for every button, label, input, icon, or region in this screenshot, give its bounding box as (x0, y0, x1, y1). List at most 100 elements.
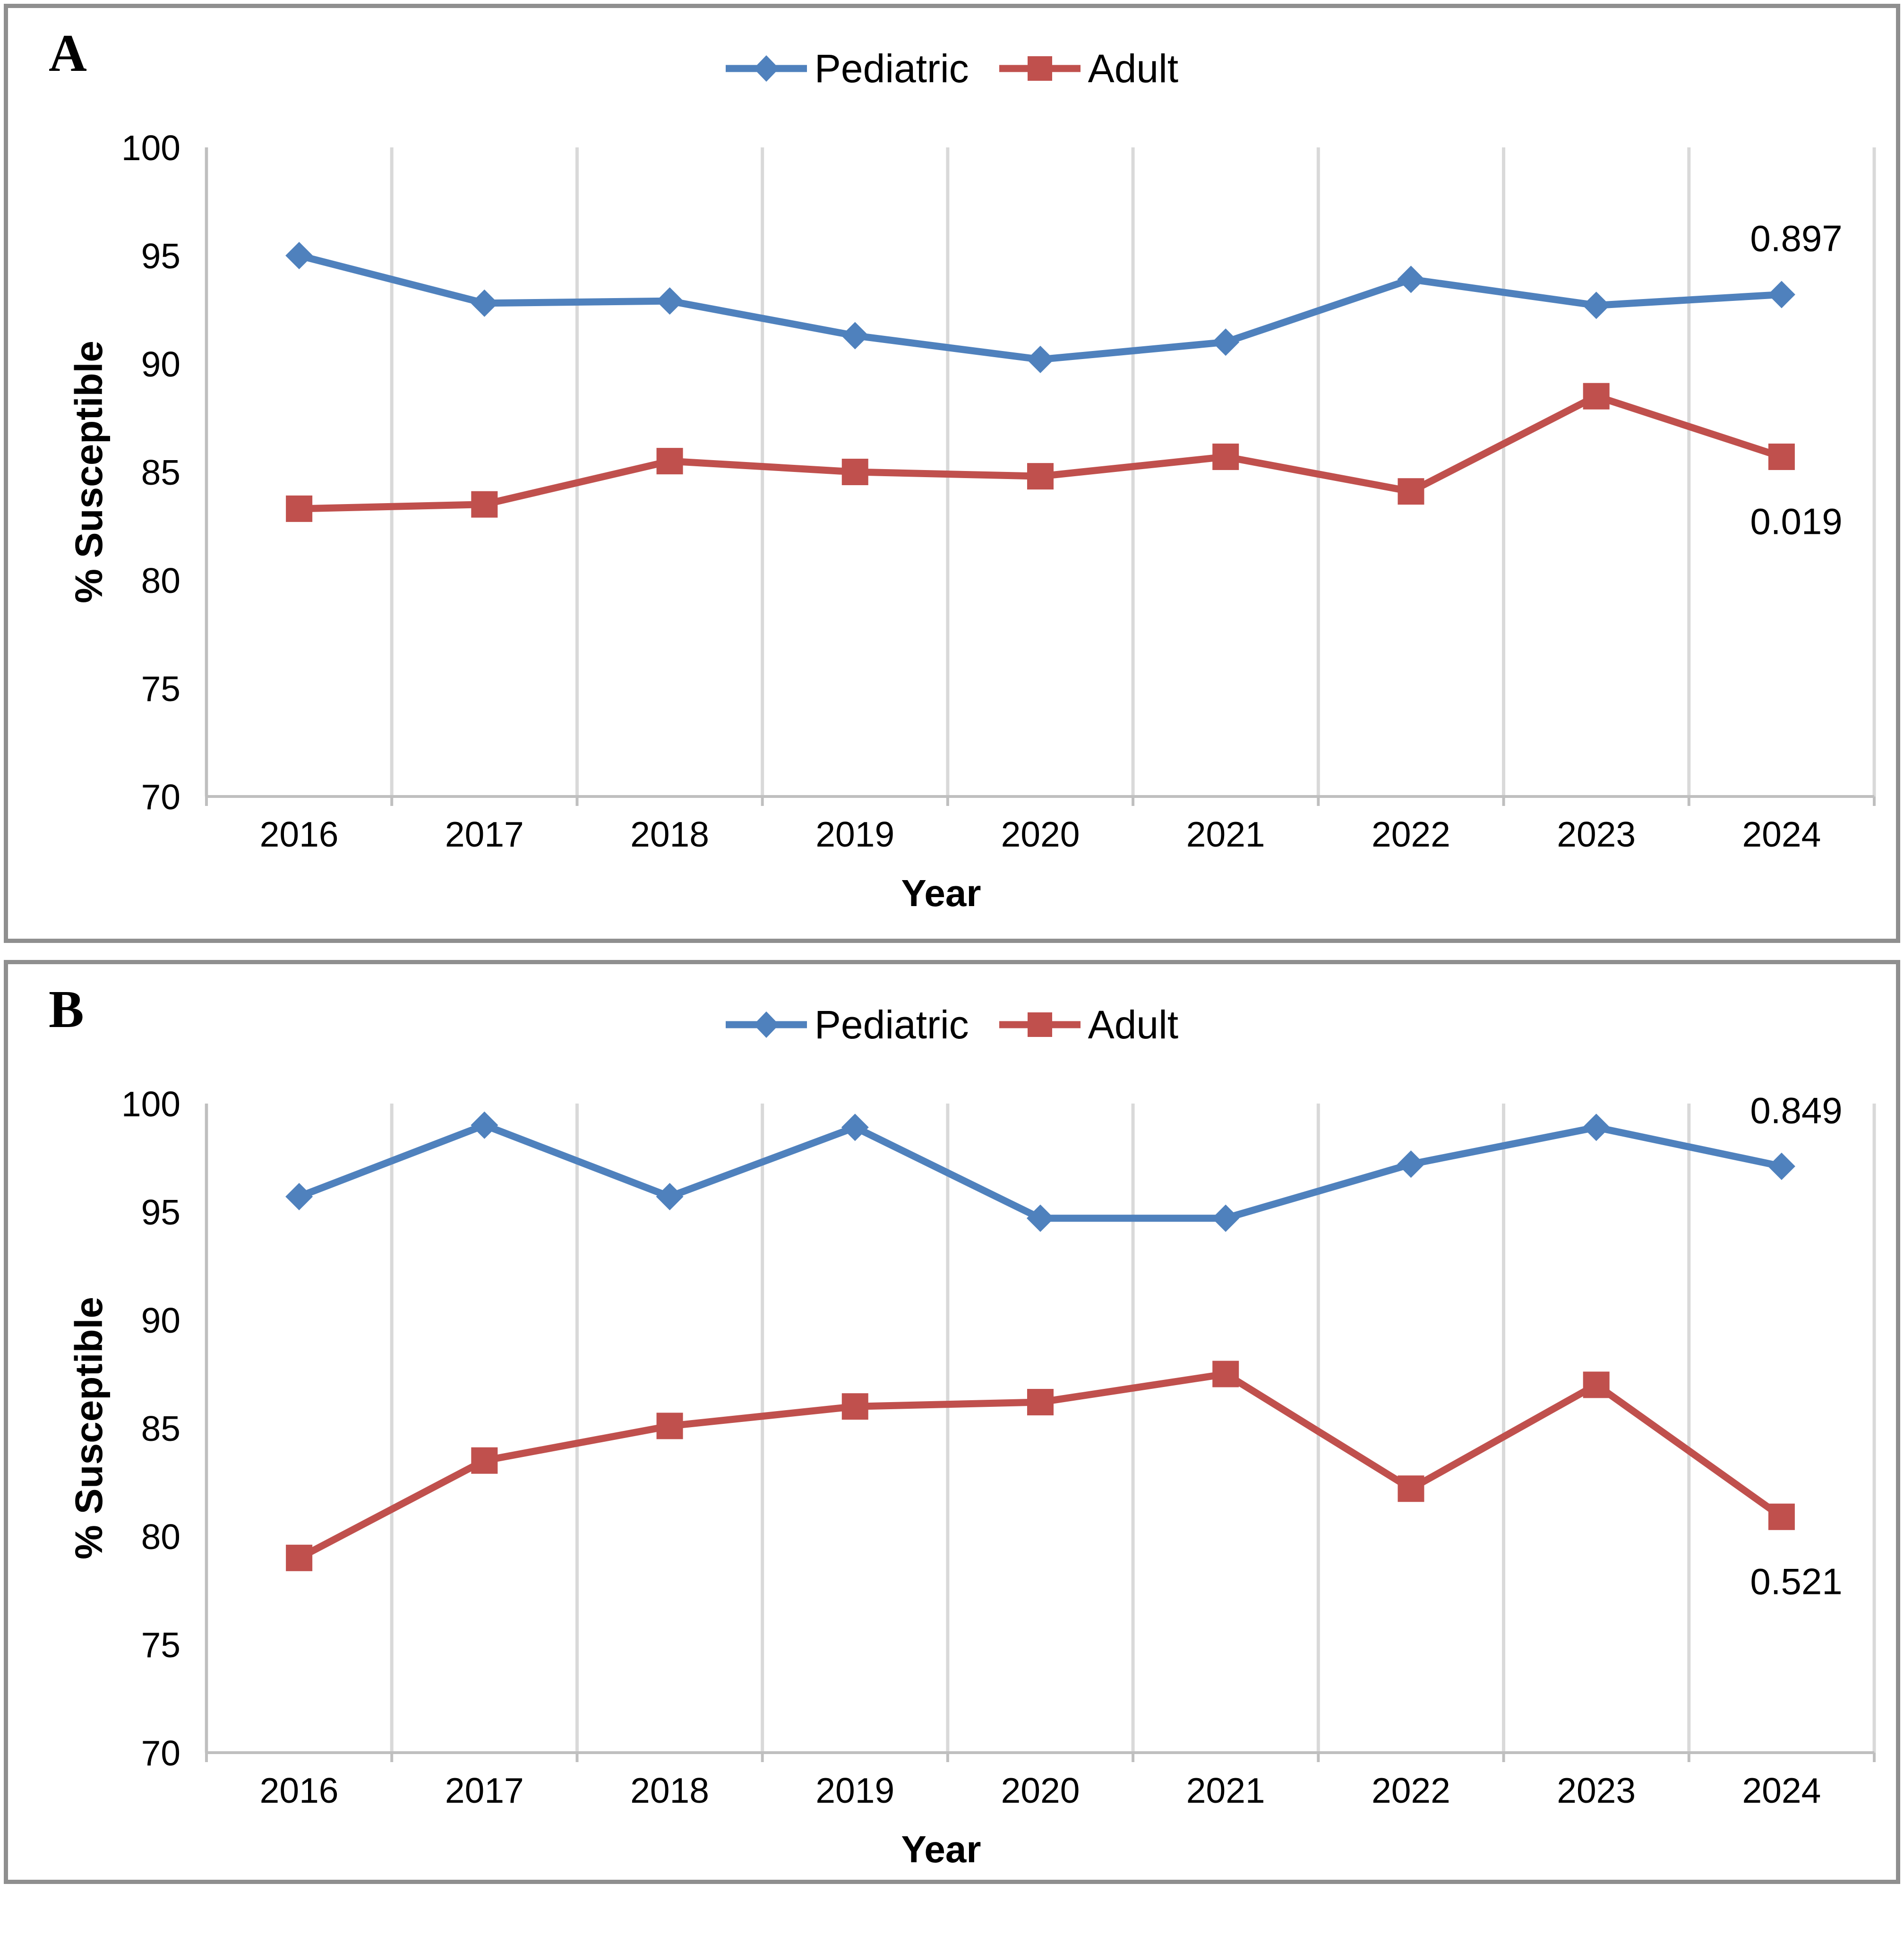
y-axis-title: % Susceptible (68, 341, 111, 603)
x-tick-label: 2016 (260, 1771, 339, 1810)
square-marker-icon (1398, 478, 1424, 505)
y-tick-label: 85 (141, 1409, 180, 1448)
square-marker-icon (1212, 1361, 1239, 1387)
y-tick-label: 75 (141, 1625, 180, 1665)
legend-label-adult: Adult (1088, 46, 1179, 91)
diamond-marker-icon (841, 1113, 869, 1141)
y-tick-label: 95 (141, 1192, 180, 1232)
legend-label-pediatric: Pediatric (814, 1002, 969, 1047)
x-tick-label: 2018 (630, 814, 709, 854)
diamond-marker-icon (725, 55, 807, 82)
square-marker-icon (999, 56, 1081, 81)
square-marker-icon (471, 1447, 498, 1474)
p-value-annotation: 0.897 (1750, 217, 1843, 259)
legend-label-pediatric: Pediatric (814, 46, 969, 91)
p-value-annotation: 0.521 (1750, 1560, 1843, 1602)
x-tick-label: 2024 (1742, 1771, 1821, 1810)
diamond-marker-icon (1767, 281, 1795, 308)
legend: Pediatric Adult (8, 1005, 1896, 1045)
square-marker-icon (1027, 463, 1054, 490)
x-tick-label: 2023 (1557, 814, 1636, 854)
series-line-pediatric (295, 252, 1785, 363)
square-marker-icon (999, 1012, 1081, 1037)
panel-a: A Pediatric Adult 100 95 90 85 80 75 70 2016 201… (4, 4, 1900, 943)
square-marker-icon (841, 1393, 868, 1420)
square-marker-icon (1583, 383, 1610, 410)
x-tick-label: 2017 (445, 814, 524, 854)
diamond-marker-icon (1027, 1204, 1054, 1232)
x-tick-label: 2019 (815, 1771, 894, 1810)
square-marker-icon (1027, 1389, 1054, 1416)
legend-item-pediatric: Pediatric (725, 1002, 969, 1047)
x-tick-label: 2020 (1001, 1771, 1080, 1810)
diamond-marker-icon (656, 287, 684, 315)
x-tick-label: 2021 (1186, 814, 1265, 854)
x-axis-title: Year (901, 1828, 981, 1870)
y-tick-label: 95 (141, 236, 180, 276)
y-tick-label: 80 (141, 1517, 180, 1557)
diamond-marker-icon (471, 1111, 498, 1139)
legend-item-adult: Adult (999, 49, 1178, 88)
diamond-marker-icon (841, 322, 869, 350)
line-chart-plot-area: 100 95 90 85 80 75 70 2016 2017 2018 2019 2020 2021 2… (121, 128, 1876, 854)
y-axis-title: % Susceptible (68, 1297, 111, 1559)
diamond-marker-icon (1397, 265, 1425, 293)
x-tick-label: 2019 (815, 814, 894, 854)
square-marker-icon (656, 1413, 683, 1439)
line-chart-plot-area: 100 95 90 85 80 75 70 2016 2017 2018 2019 2020 2021 2… (121, 1084, 1876, 1810)
square-marker-icon (1398, 1475, 1424, 1502)
x-tick-label: 2022 (1372, 1771, 1450, 1810)
diamond-marker-icon (1582, 291, 1610, 319)
y-tick-label: 90 (141, 1301, 180, 1340)
y-tick-label: 75 (141, 669, 180, 709)
panel-a-label: A (49, 24, 87, 83)
panel-b: B Pediatric Adult 100 95 90 85 80 75 70 2016 201… (4, 960, 1900, 1884)
y-tick-label: 80 (141, 561, 180, 600)
x-tick-label: 2017 (445, 1771, 524, 1810)
x-tick-label: 2023 (1557, 1771, 1636, 1810)
square-marker-icon (1768, 443, 1795, 470)
square-marker-icon (656, 448, 683, 475)
square-marker-icon (1583, 1371, 1610, 1398)
diamond-marker-icon (1212, 1204, 1240, 1232)
diamond-marker-icon (656, 1182, 684, 1210)
x-tick-label: 2016 (260, 814, 339, 854)
y-tick-label: 70 (141, 777, 180, 817)
series-line-pediatric (295, 1122, 1785, 1222)
diamond-marker-icon (1397, 1150, 1425, 1178)
y-tick-label: 85 (141, 453, 180, 492)
p-value-annotation: 0.019 (1750, 500, 1843, 542)
x-tick-label: 2020 (1001, 814, 1080, 854)
y-tick-label: 70 (141, 1733, 180, 1773)
square-marker-icon (286, 495, 313, 522)
x-tick-label: 2024 (1742, 814, 1821, 854)
square-marker-icon (471, 491, 498, 518)
x-tick-label: 2021 (1186, 1771, 1265, 1810)
diamond-marker-icon (1582, 1113, 1610, 1141)
legend-label-adult: Adult (1088, 1002, 1179, 1047)
x-axis-title: Year (901, 872, 981, 914)
diamond-marker-icon (471, 289, 498, 317)
x-tick-label: 2018 (630, 1771, 709, 1810)
x-tick-label: 2022 (1372, 814, 1450, 854)
square-marker-icon (841, 459, 868, 485)
diamond-marker-icon (1212, 328, 1240, 356)
series-line-adult (295, 393, 1785, 513)
diamond-marker-icon (725, 1011, 807, 1038)
legend-item-pediatric: Pediatric (725, 46, 969, 91)
square-marker-icon (1768, 1503, 1795, 1530)
diamond-marker-icon (1767, 1152, 1795, 1180)
y-tick-label: 100 (121, 1084, 180, 1124)
legend: Pediatric Adult (8, 49, 1896, 88)
y-tick-label: 90 (141, 344, 180, 384)
panel-b-label: B (49, 980, 84, 1039)
diamond-marker-icon (1027, 345, 1054, 373)
square-marker-icon (1212, 443, 1239, 470)
y-tick-label: 100 (121, 128, 180, 168)
legend-item-adult: Adult (999, 1005, 1178, 1045)
p-value-annotation: 0.849 (1750, 1089, 1843, 1131)
square-marker-icon (286, 1544, 313, 1571)
diamond-marker-icon (285, 1182, 313, 1210)
diamond-marker-icon (285, 242, 313, 269)
